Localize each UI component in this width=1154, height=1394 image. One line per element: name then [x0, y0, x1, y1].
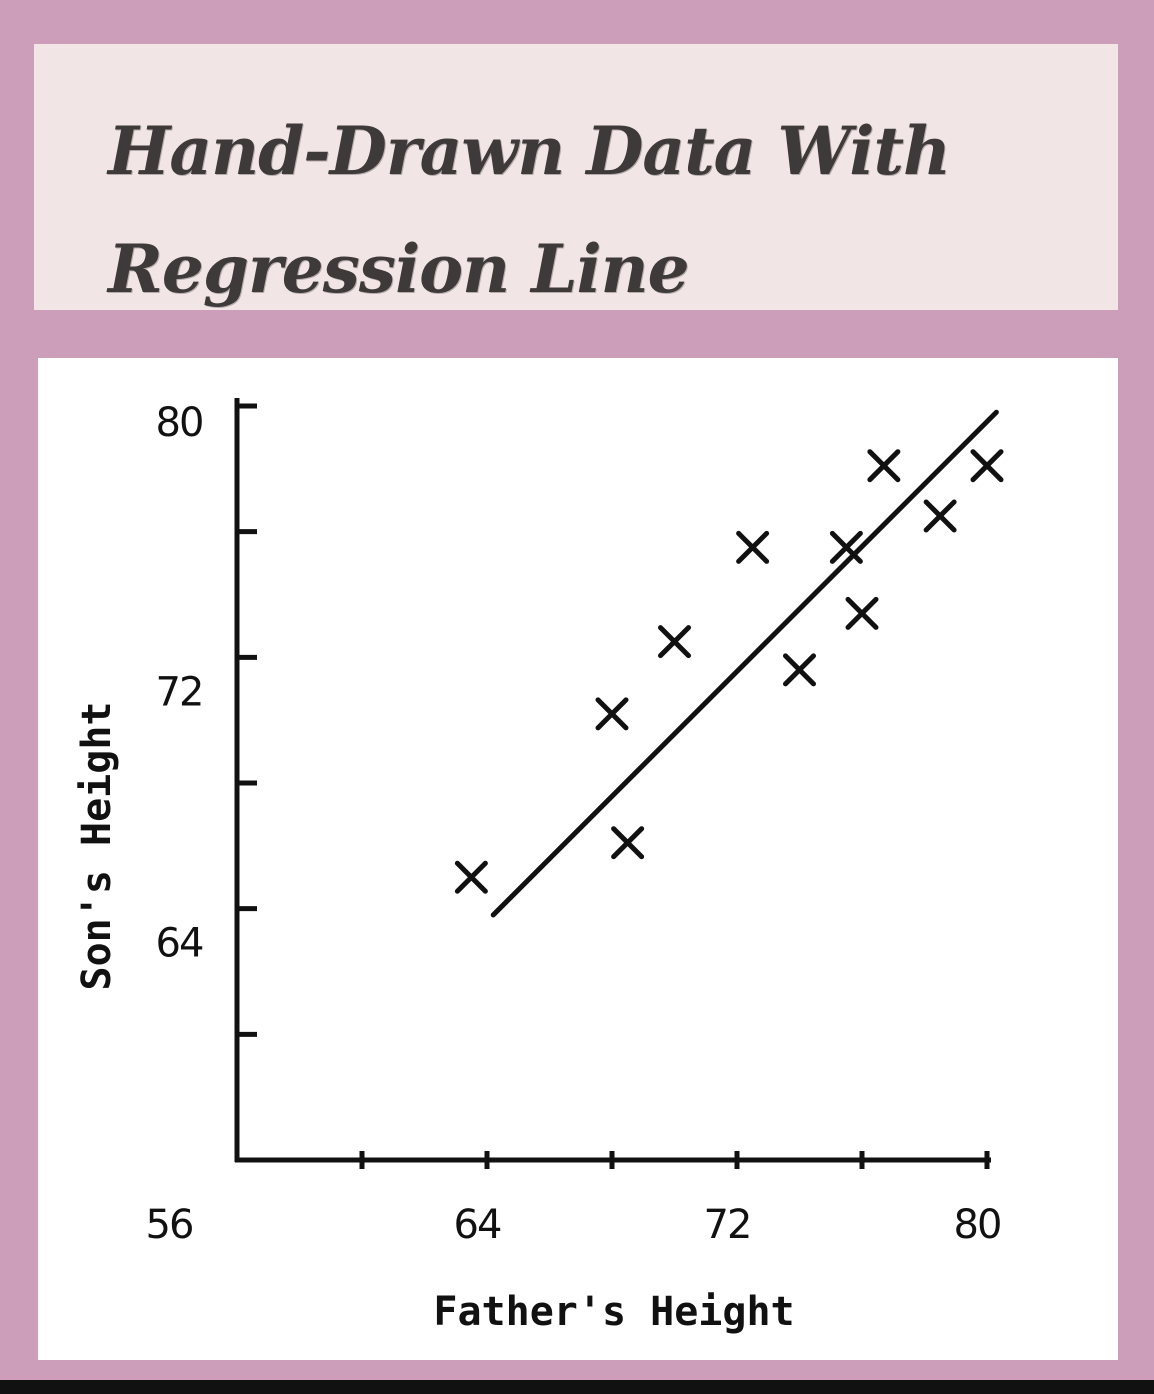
- data-point-2: [595, 697, 629, 731]
- data-point-stroke-b: [454, 860, 488, 894]
- data-point-stroke-b: [783, 653, 816, 687]
- x-tick-label-64: 64: [454, 1202, 501, 1248]
- data-point-1: [454, 860, 488, 894]
- data-point-stroke-b: [611, 826, 645, 860]
- y-tick-label-64: 64: [156, 921, 203, 967]
- data-point-stroke-b: [845, 596, 879, 630]
- regression-line-layer: [490, 409, 999, 918]
- tick-labels: 56 64 72 80 64 72 80: [146, 400, 1003, 1248]
- data-point-stroke-b: [658, 625, 691, 659]
- x-tick-label-72: 72: [704, 1202, 751, 1248]
- data-point-stroke-b: [867, 449, 901, 483]
- title-panel: Hand-Drawn Data With Regression Line: [34, 44, 1118, 310]
- data-point-stroke-b: [736, 530, 770, 564]
- data-point-stroke-b: [923, 499, 957, 533]
- plot-panel: 56 64 72 80 64 72 80 Father's Height Son's Hei…: [38, 358, 1118, 1360]
- chart-title-line-1: Hand-Drawn Data With: [108, 112, 951, 190]
- data-point-10: [923, 499, 957, 533]
- data-point-8: [845, 596, 879, 630]
- chart-title: Hand-Drawn Data With Regression Line: [108, 92, 1068, 328]
- data-point-stroke-b: [970, 449, 1004, 483]
- data-point-6: [783, 653, 816, 687]
- chart-title-line-2: Regression Line: [108, 230, 690, 308]
- y-axis-title: Son's Height: [74, 702, 120, 991]
- data-point-stroke-b: [595, 697, 629, 731]
- bottom-border: [0, 1380, 1154, 1394]
- x-axis-title: Father's Height: [433, 1289, 794, 1335]
- regression-line: [490, 409, 999, 918]
- y-tick-label-80: 80: [156, 400, 203, 446]
- x-tick-label-80: 80: [954, 1202, 1001, 1248]
- data-point-11: [970, 449, 1004, 483]
- x-tick-label-56: 56: [146, 1202, 193, 1248]
- axes: [234, 398, 991, 1163]
- data-point-9: [867, 449, 901, 483]
- data-point-5: [736, 530, 770, 564]
- axis-ticks: [237, 403, 990, 1169]
- data-points: [454, 449, 1004, 894]
- data-point-3: [611, 826, 645, 860]
- scatter-plot: 56 64 72 80 64 72 80 Father's Height Son's Hei…: [74, 398, 1004, 1335]
- data-point-stroke-b: [829, 530, 863, 564]
- data-point-7: [829, 530, 863, 564]
- y-tick-label-72: 72: [156, 669, 203, 715]
- data-point-4: [658, 625, 691, 659]
